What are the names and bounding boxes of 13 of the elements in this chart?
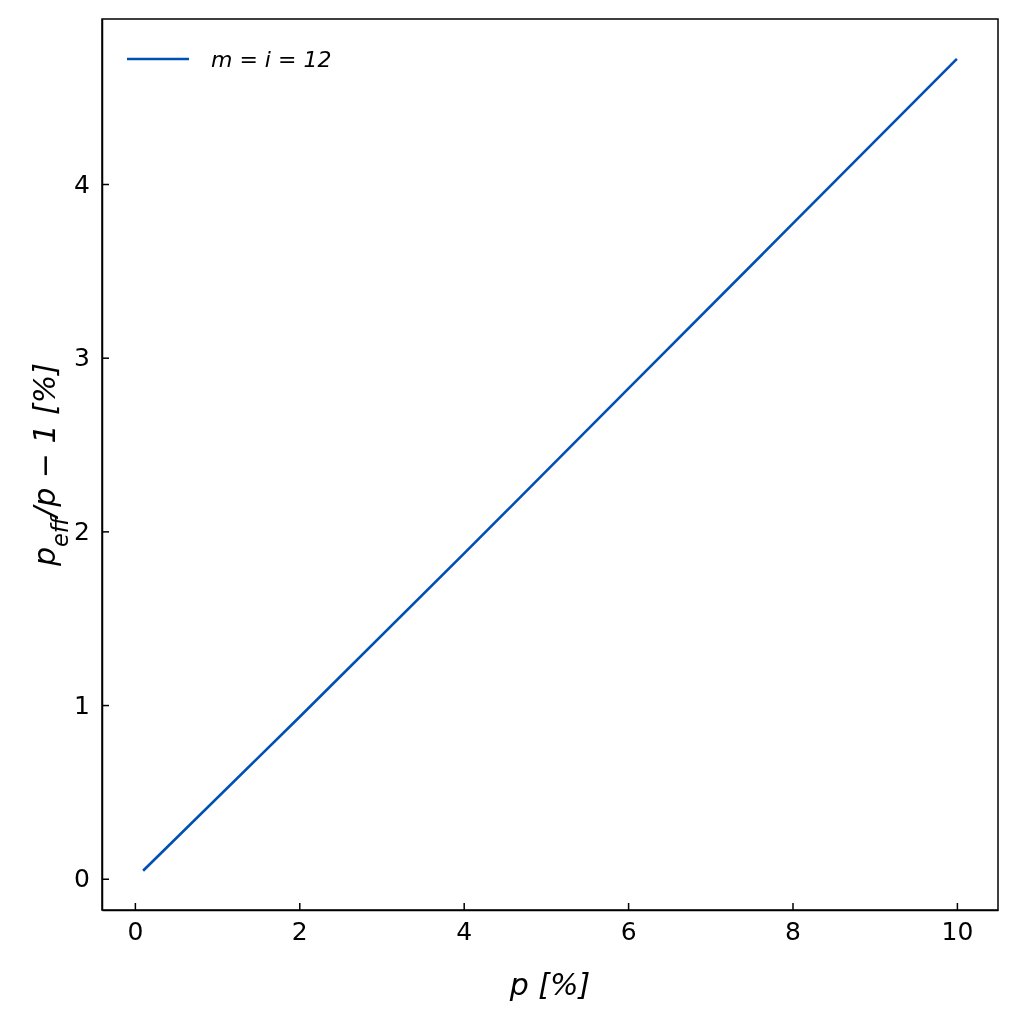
x-tick-label: 0 (127, 916, 144, 946)
y-tick-label: 1 (74, 690, 90, 720)
y-tick-label: 4 (74, 169, 90, 199)
legend-label: m = i = 12 (211, 47, 332, 72)
y-tick-label: 0 (74, 864, 90, 894)
y-tick-label: 2 (74, 516, 90, 546)
y-tick-label: 3 (74, 343, 90, 373)
x-tick-label: 4 (456, 916, 473, 946)
x-tick-label: 10 (941, 916, 974, 946)
x-axis-title: p [%] (508, 967, 591, 1002)
x-tick-label: 8 (785, 916, 801, 946)
x-tick-label: 6 (620, 916, 637, 946)
x-tick-label: 2 (291, 916, 308, 946)
